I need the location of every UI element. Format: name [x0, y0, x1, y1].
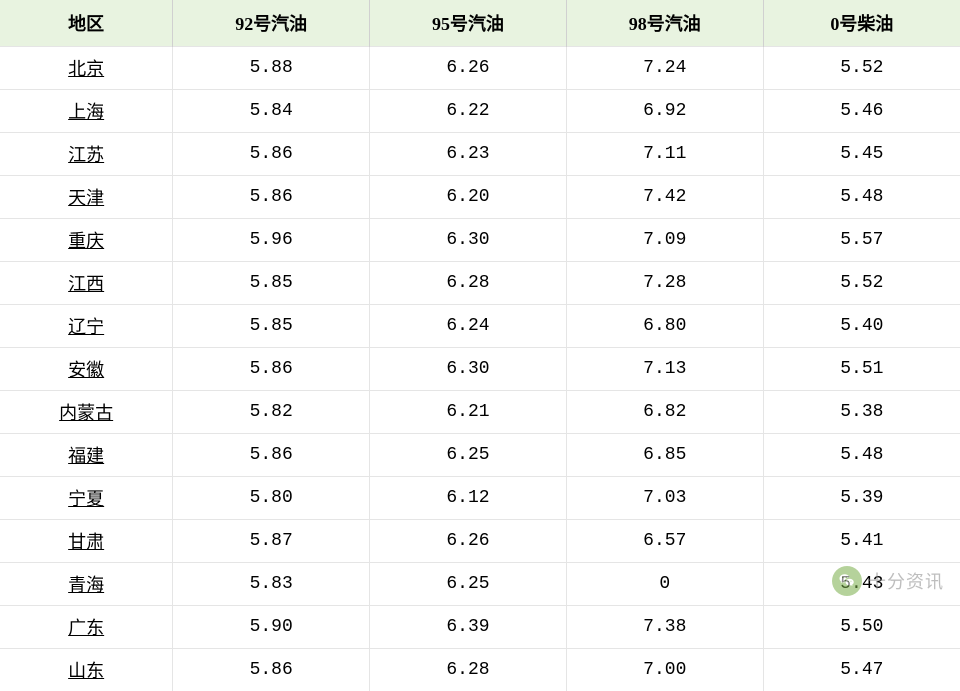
cell-region[interactable]: 江苏 [0, 133, 173, 176]
cell-92: 5.90 [173, 606, 370, 649]
cell-92: 5.85 [173, 305, 370, 348]
cell-region[interactable]: 宁夏 [0, 477, 173, 520]
col-header-98: 98号汽油 [566, 0, 763, 47]
cell-95: 6.25 [370, 434, 567, 477]
cell-98: 7.38 [566, 606, 763, 649]
cell-diesel: 5.46 [763, 90, 960, 133]
cell-95: 6.25 [370, 563, 567, 606]
cell-diesel: 5.40 [763, 305, 960, 348]
cell-diesel: 5.52 [763, 47, 960, 90]
cell-region[interactable]: 青海 [0, 563, 173, 606]
cell-region[interactable]: 天津 [0, 176, 173, 219]
cell-98: 7.00 [566, 649, 763, 691]
cell-92: 5.83 [173, 563, 370, 606]
cell-region[interactable]: 辽宁 [0, 305, 173, 348]
table-row: 江西5.856.287.285.52 [0, 262, 960, 305]
table-row: 福建5.866.256.855.48 [0, 434, 960, 477]
cell-98: 6.57 [566, 520, 763, 563]
cell-98: 6.82 [566, 391, 763, 434]
cell-98: 0 [566, 563, 763, 606]
cell-95: 6.30 [370, 348, 567, 391]
cell-region[interactable]: 甘肃 [0, 520, 173, 563]
cell-95: 6.22 [370, 90, 567, 133]
cell-98: 7.24 [566, 47, 763, 90]
cell-92: 5.86 [173, 348, 370, 391]
table-row: 天津5.866.207.425.48 [0, 176, 960, 219]
cell-95: 6.21 [370, 391, 567, 434]
table-row: 广东5.906.397.385.50 [0, 606, 960, 649]
cell-95: 6.23 [370, 133, 567, 176]
cell-98: 7.11 [566, 133, 763, 176]
cell-92: 5.85 [173, 262, 370, 305]
cell-95: 6.30 [370, 219, 567, 262]
cell-region[interactable]: 山东 [0, 649, 173, 691]
cell-98: 7.09 [566, 219, 763, 262]
table-row: 青海5.836.2505.43 [0, 563, 960, 606]
cell-diesel: 5.39 [763, 477, 960, 520]
cell-95: 6.28 [370, 262, 567, 305]
cell-92: 5.82 [173, 391, 370, 434]
table-row: 山东5.866.287.005.47 [0, 649, 960, 691]
table-row: 江苏5.866.237.115.45 [0, 133, 960, 176]
col-header-region: 地区 [0, 0, 173, 47]
cell-diesel: 5.43 [763, 563, 960, 606]
fuel-price-table: 地区 92号汽油 95号汽油 98号汽油 0号柴油 北京5.886.267.24… [0, 0, 960, 691]
cell-92: 5.87 [173, 520, 370, 563]
table-row: 北京5.886.267.245.52 [0, 47, 960, 90]
cell-region[interactable]: 内蒙古 [0, 391, 173, 434]
cell-92: 5.86 [173, 176, 370, 219]
cell-diesel: 5.41 [763, 520, 960, 563]
cell-92: 5.86 [173, 434, 370, 477]
cell-region[interactable]: 福建 [0, 434, 173, 477]
cell-diesel: 5.57 [763, 219, 960, 262]
cell-diesel: 5.38 [763, 391, 960, 434]
col-header-diesel: 0号柴油 [763, 0, 960, 47]
cell-98: 7.42 [566, 176, 763, 219]
cell-92: 5.80 [173, 477, 370, 520]
cell-92: 5.88 [173, 47, 370, 90]
cell-region[interactable]: 重庆 [0, 219, 173, 262]
cell-region[interactable]: 上海 [0, 90, 173, 133]
table-header-row: 地区 92号汽油 95号汽油 98号汽油 0号柴油 [0, 0, 960, 47]
cell-92: 5.86 [173, 133, 370, 176]
cell-98: 6.85 [566, 434, 763, 477]
cell-diesel: 5.47 [763, 649, 960, 691]
col-header-92: 92号汽油 [173, 0, 370, 47]
table-row: 辽宁5.856.246.805.40 [0, 305, 960, 348]
cell-95: 6.28 [370, 649, 567, 691]
cell-95: 6.12 [370, 477, 567, 520]
cell-diesel: 5.48 [763, 434, 960, 477]
cell-98: 6.80 [566, 305, 763, 348]
cell-92: 5.84 [173, 90, 370, 133]
cell-98: 6.92 [566, 90, 763, 133]
cell-98: 7.28 [566, 262, 763, 305]
cell-region[interactable]: 北京 [0, 47, 173, 90]
cell-95: 6.26 [370, 520, 567, 563]
cell-95: 6.39 [370, 606, 567, 649]
table-row: 上海5.846.226.925.46 [0, 90, 960, 133]
cell-98: 7.13 [566, 348, 763, 391]
cell-diesel: 5.51 [763, 348, 960, 391]
cell-diesel: 5.48 [763, 176, 960, 219]
cell-region[interactable]: 江西 [0, 262, 173, 305]
cell-region[interactable]: 安徽 [0, 348, 173, 391]
cell-95: 6.26 [370, 47, 567, 90]
cell-diesel: 5.45 [763, 133, 960, 176]
col-header-95: 95号汽油 [370, 0, 567, 47]
table-row: 内蒙古5.826.216.825.38 [0, 391, 960, 434]
cell-diesel: 5.52 [763, 262, 960, 305]
cell-region[interactable]: 广东 [0, 606, 173, 649]
cell-diesel: 5.50 [763, 606, 960, 649]
table-row: 重庆5.966.307.095.57 [0, 219, 960, 262]
table-row: 宁夏5.806.127.035.39 [0, 477, 960, 520]
cell-95: 6.20 [370, 176, 567, 219]
table-row: 安徽5.866.307.135.51 [0, 348, 960, 391]
cell-92: 5.86 [173, 649, 370, 691]
table-row: 甘肃5.876.266.575.41 [0, 520, 960, 563]
cell-95: 6.24 [370, 305, 567, 348]
cell-98: 7.03 [566, 477, 763, 520]
cell-92: 5.96 [173, 219, 370, 262]
